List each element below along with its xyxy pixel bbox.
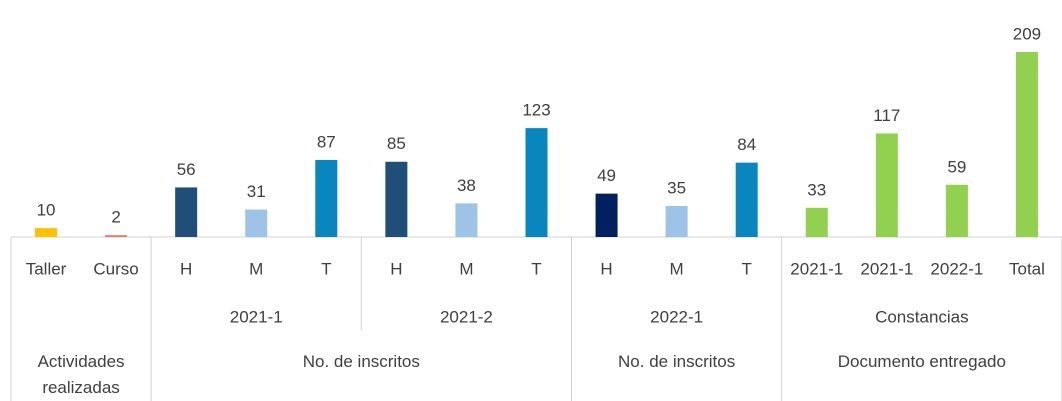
group-label: No. de inscritos xyxy=(302,352,420,371)
x-tick-label: 2022-1 xyxy=(930,259,983,278)
x-tick-label: Total xyxy=(1009,259,1045,278)
bar xyxy=(455,203,478,237)
bar xyxy=(385,161,408,237)
subgroup-label: 2021-2 xyxy=(440,307,493,326)
data-label: 33 xyxy=(807,180,826,199)
x-tick-label: 2021-1 xyxy=(790,259,843,278)
group-label-box: No. de inscritos xyxy=(302,352,420,371)
data-label: 117 xyxy=(873,106,900,125)
data-label: 2 xyxy=(111,208,120,227)
data-label: 10 xyxy=(37,201,56,220)
x-tick-label: Taller xyxy=(26,259,67,278)
group-label: Documento entregado xyxy=(837,352,1006,371)
bar xyxy=(1015,52,1038,237)
x-tick-label: M xyxy=(459,259,473,278)
bar xyxy=(945,184,968,237)
x-tick-label: Curso xyxy=(93,259,138,278)
x-tick-label: T xyxy=(531,259,541,278)
bar xyxy=(245,209,268,237)
subgroup-label: Constancias xyxy=(875,307,969,326)
bar xyxy=(805,207,828,237)
x-tick-label: H xyxy=(390,259,402,278)
x-tick-label: T xyxy=(742,259,752,278)
subgroup-label: 2021-1 xyxy=(230,307,283,326)
x-tick-label: 2021-1 xyxy=(860,259,913,278)
x-tick-label: H xyxy=(180,259,192,278)
x-tick-label: M xyxy=(670,259,684,278)
group-label: Actividades realizadas xyxy=(37,352,125,397)
data-label: 56 xyxy=(177,160,196,179)
bar xyxy=(35,228,58,237)
bar xyxy=(595,193,618,237)
bar xyxy=(315,159,338,237)
subgroup-label: 2022-1 xyxy=(650,307,703,326)
data-label: 84 xyxy=(737,135,756,154)
data-label: 35 xyxy=(667,179,686,198)
data-label: 49 xyxy=(597,166,616,185)
bar xyxy=(525,128,548,237)
data-label: 87 xyxy=(317,132,336,151)
bar xyxy=(735,162,758,237)
group-label-box: Actividades realizadas xyxy=(37,352,125,397)
group-label-box: No. de inscritos xyxy=(618,352,736,371)
data-label: 85 xyxy=(387,134,406,153)
group-label: No. de inscritos xyxy=(618,352,736,371)
x-tick-label: M xyxy=(249,259,263,278)
bar xyxy=(665,206,688,237)
data-label: 38 xyxy=(457,176,476,195)
x-tick-label: H xyxy=(600,259,612,278)
data-label: 31 xyxy=(247,182,266,201)
data-label: 209 xyxy=(1013,24,1041,43)
bar xyxy=(175,187,198,237)
bar xyxy=(875,133,898,237)
bar xyxy=(105,235,128,237)
group-label-box: Documento entregado xyxy=(837,352,1006,371)
data-label: 59 xyxy=(947,157,966,176)
data-label: 123 xyxy=(522,101,550,120)
x-tick-label: T xyxy=(321,259,331,278)
